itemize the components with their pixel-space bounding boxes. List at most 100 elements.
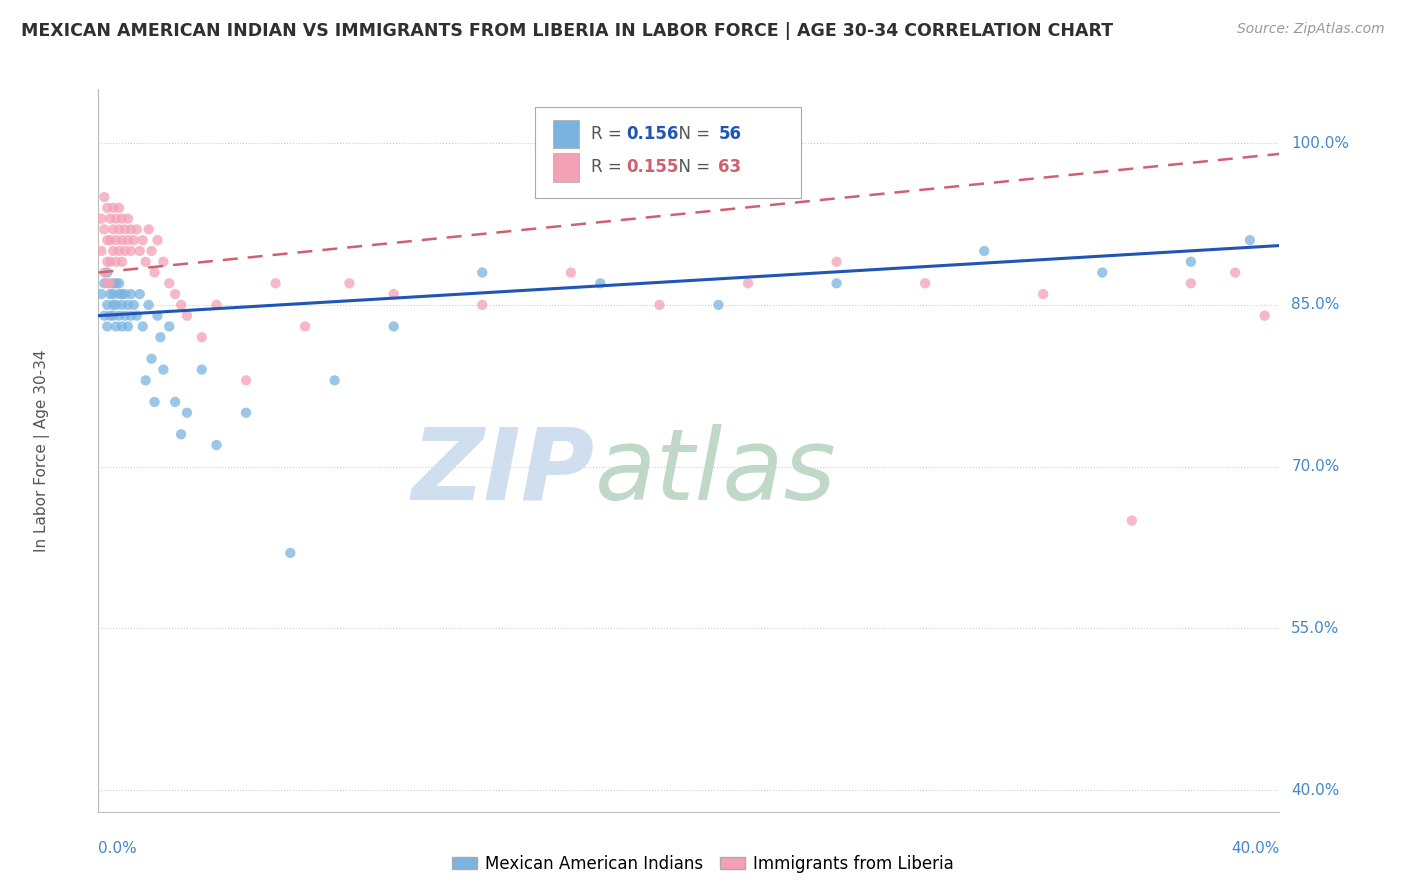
Point	[1254, 309, 1277, 323]
FancyBboxPatch shape	[553, 153, 579, 182]
Point	[191, 330, 214, 344]
Point	[114, 309, 136, 323]
Point	[105, 277, 128, 291]
Point	[103, 244, 125, 258]
Point	[1121, 514, 1143, 528]
Point	[108, 277, 131, 291]
Text: 85.0%: 85.0%	[1291, 297, 1340, 312]
Point	[707, 298, 730, 312]
Point	[122, 233, 145, 247]
Point	[143, 266, 166, 280]
Point	[96, 266, 118, 280]
Point	[235, 406, 257, 420]
Point	[560, 266, 582, 280]
Point	[170, 427, 193, 442]
Text: N =: N =	[668, 125, 716, 143]
FancyBboxPatch shape	[553, 120, 579, 148]
Text: R =: R =	[591, 125, 627, 143]
Point	[128, 244, 150, 258]
Point	[141, 244, 163, 258]
Point	[1239, 233, 1261, 247]
Text: 55.0%: 55.0%	[1291, 621, 1340, 636]
Point	[120, 287, 142, 301]
Point	[96, 319, 118, 334]
Point	[825, 277, 848, 291]
Point	[90, 211, 112, 226]
Point	[93, 190, 115, 204]
Point	[264, 277, 287, 291]
Point	[111, 287, 134, 301]
Point	[122, 298, 145, 312]
Point	[93, 266, 115, 280]
Point	[108, 287, 131, 301]
Point	[103, 201, 125, 215]
Point	[152, 362, 174, 376]
Point	[165, 287, 187, 301]
Point	[382, 287, 405, 301]
Point	[117, 319, 139, 334]
Point	[294, 319, 316, 334]
Text: MEXICAN AMERICAN INDIAN VS IMMIGRANTS FROM LIBERIA IN LABOR FORCE | AGE 30-34 CO: MEXICAN AMERICAN INDIAN VS IMMIGRANTS FR…	[21, 22, 1114, 40]
Point	[471, 266, 494, 280]
Point	[90, 287, 112, 301]
Point	[117, 298, 139, 312]
Point	[103, 309, 125, 323]
Point	[1091, 266, 1114, 280]
Point	[96, 233, 118, 247]
Point	[108, 222, 131, 236]
Text: N =: N =	[668, 158, 716, 177]
Point	[128, 287, 150, 301]
Point	[1032, 287, 1054, 301]
Point	[1180, 254, 1202, 268]
Point	[93, 222, 115, 236]
Point	[114, 287, 136, 301]
Point	[382, 319, 405, 334]
Point	[98, 254, 121, 268]
Point	[191, 362, 214, 376]
Point	[146, 233, 169, 247]
Point	[93, 277, 115, 291]
Point	[98, 211, 121, 226]
Point	[108, 201, 131, 215]
Text: 100.0%: 100.0%	[1291, 136, 1350, 151]
Text: 0.155: 0.155	[626, 158, 679, 177]
Point	[125, 222, 148, 236]
Point	[152, 254, 174, 268]
Point	[120, 244, 142, 258]
Point	[176, 309, 198, 323]
Point	[117, 211, 139, 226]
Point	[138, 298, 160, 312]
Point	[120, 222, 142, 236]
Point	[825, 254, 848, 268]
Point	[205, 298, 228, 312]
Point	[111, 211, 134, 226]
Point	[143, 395, 166, 409]
Point	[149, 330, 172, 344]
Point	[105, 233, 128, 247]
Point	[98, 233, 121, 247]
Point	[135, 373, 157, 387]
Point	[98, 277, 121, 291]
Point	[108, 309, 131, 323]
Text: 0.0%: 0.0%	[98, 840, 138, 855]
Text: atlas: atlas	[595, 424, 837, 521]
Legend: Mexican American Indians, Immigrants from Liberia: Mexican American Indians, Immigrants fro…	[446, 848, 960, 880]
Point	[165, 395, 187, 409]
Point	[157, 277, 180, 291]
Point	[1180, 277, 1202, 291]
Text: 0.156: 0.156	[626, 125, 679, 143]
Text: 56: 56	[718, 125, 741, 143]
Text: 70.0%: 70.0%	[1291, 459, 1340, 475]
Point	[96, 298, 118, 312]
Point	[176, 406, 198, 420]
Point	[471, 298, 494, 312]
Point	[132, 233, 155, 247]
Point	[96, 254, 118, 268]
Point	[111, 319, 134, 334]
Text: 40.0%: 40.0%	[1291, 782, 1340, 797]
Point	[914, 277, 936, 291]
Point	[125, 309, 148, 323]
Point	[105, 319, 128, 334]
Point	[111, 254, 134, 268]
Point	[103, 298, 125, 312]
